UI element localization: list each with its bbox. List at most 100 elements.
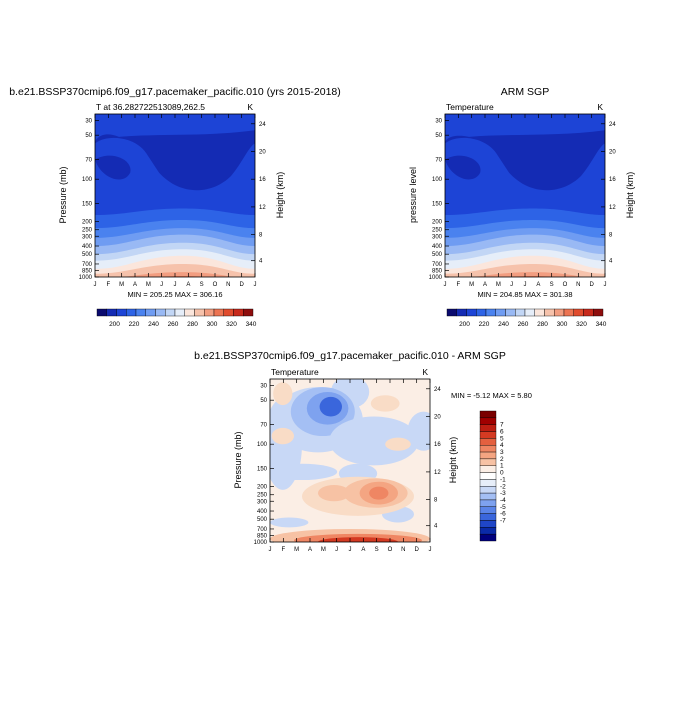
x-tick-label: M xyxy=(321,547,326,553)
colorbar-box xyxy=(106,308,117,317)
colorbar-box xyxy=(126,308,137,317)
colorbar-box xyxy=(479,513,497,521)
x-tick-label: J xyxy=(254,282,257,288)
colorbar-box xyxy=(583,308,594,317)
x-tick-label: J xyxy=(174,282,177,288)
colorbar-box xyxy=(479,472,497,480)
y-tick-label: 1000 xyxy=(254,540,268,546)
colorbar-box xyxy=(204,308,215,317)
colorbar-box xyxy=(485,308,496,317)
field-band-cold-core xyxy=(445,130,605,191)
y2-tick-label: 12 xyxy=(434,470,441,476)
x-tick-label: F xyxy=(281,547,285,553)
y2-tick-label: 4 xyxy=(259,259,263,265)
panel-obs-y2-ticks: 24 20 16 12 8 4 xyxy=(601,122,616,265)
field-band-9 xyxy=(472,272,585,277)
y-tick-label: 300 xyxy=(257,499,268,505)
colorbar-box xyxy=(174,308,185,317)
x-tick-label: N xyxy=(226,282,230,288)
colorbar-box xyxy=(479,499,497,507)
x-tick-label: N xyxy=(576,282,580,288)
y2-tick-label: 4 xyxy=(609,259,613,265)
panel-obs-y-label: pressure level xyxy=(408,167,418,223)
colorbar-label: -2 xyxy=(500,483,506,490)
y2-tick-label: 4 xyxy=(434,524,438,530)
y-tick-label: 500 xyxy=(82,252,93,258)
diff-contour-14 xyxy=(271,427,294,445)
x-tick-label: O xyxy=(213,282,218,288)
colorbar-label: 220 xyxy=(479,321,490,328)
colorbar-label: -7 xyxy=(500,517,506,524)
colorbar-label: -5 xyxy=(500,504,506,511)
diff-contour-8 xyxy=(270,463,338,481)
x-tick-label: F xyxy=(456,282,460,288)
colorbar-label: 340 xyxy=(596,321,607,328)
colorbar-box xyxy=(479,520,497,528)
x-tick-label: M xyxy=(294,547,299,553)
colorbar-label: 0 xyxy=(500,470,504,477)
colorbar-box xyxy=(554,308,565,317)
diff-contour-24 xyxy=(318,537,398,542)
colorbar-box xyxy=(479,431,497,439)
colorbar-label: -6 xyxy=(500,511,506,518)
x-tick-label: J xyxy=(349,547,352,553)
panel-obs-subtitle: Temperature xyxy=(446,102,494,112)
colorbar-box xyxy=(184,308,195,317)
y-tick-label: 150 xyxy=(257,467,268,473)
panel-model-y-label: Pressure (mb) xyxy=(58,166,68,223)
diff-contour-6 xyxy=(319,396,342,417)
colorbar-box xyxy=(96,308,107,317)
colorbar-box xyxy=(479,486,497,494)
diff-contour-21 xyxy=(318,484,350,502)
colorbar-box xyxy=(155,308,166,317)
colorbar-label: -3 xyxy=(500,490,506,497)
x-tick-label: A xyxy=(308,547,312,553)
y2-tick-label: 20 xyxy=(259,149,266,155)
y2-tick-label: 24 xyxy=(434,387,441,393)
diff-contour-10 xyxy=(407,411,430,451)
colorbar-label: 6 xyxy=(500,429,504,436)
x-tick-label: J xyxy=(269,547,272,553)
y2-tick-label: 20 xyxy=(434,414,441,420)
colorbar-label: 260 xyxy=(518,321,529,328)
y-tick-label: 70 xyxy=(85,158,92,164)
panel-obs-title: ARM SGP xyxy=(501,86,549,98)
colorbar-label: 320 xyxy=(226,321,237,328)
colorbar-label: 300 xyxy=(207,321,218,328)
field-band-9 xyxy=(122,272,235,277)
x-tick-label: S xyxy=(550,282,554,288)
colorbar-box xyxy=(479,438,497,446)
colorbar-box xyxy=(479,445,497,453)
colorbar-box xyxy=(479,492,497,501)
colorbar-label: 1 xyxy=(500,463,504,470)
colorbar-box xyxy=(476,308,487,317)
x-tick-label: J xyxy=(94,282,97,288)
x-tick-label: J xyxy=(604,282,607,288)
colorbar-box xyxy=(194,308,205,317)
panel-model: b.e21.BSSP370cmip6.f09_g17.pacemaker_pac… xyxy=(9,86,341,328)
panel-obs-field xyxy=(445,114,605,277)
colorbar-box xyxy=(479,410,497,419)
y2-tick-label: 12 xyxy=(259,205,266,211)
y2-tick-label: 8 xyxy=(609,233,613,239)
panel-diff-y-label: Pressure (mb) xyxy=(233,431,243,488)
y2-tick-label: 24 xyxy=(259,122,266,128)
diff-contour-20 xyxy=(369,486,389,500)
y-tick-label: 700 xyxy=(257,527,268,533)
colorbar-box xyxy=(223,308,234,317)
colorbar-box xyxy=(593,308,604,317)
colorbar-box xyxy=(145,308,156,317)
colorbar-box xyxy=(243,308,254,317)
colorbar-box xyxy=(479,465,497,473)
x-tick-label: M xyxy=(146,282,151,288)
colorbar-label: 320 xyxy=(576,321,587,328)
colorbar-box xyxy=(495,308,506,317)
panel-model-units: K xyxy=(247,102,253,112)
colorbar-label: 280 xyxy=(537,321,548,328)
colorbar-box xyxy=(573,308,584,317)
panel-obs-colorbar: 200 220 240 260 280 300 320 340 xyxy=(446,308,607,328)
